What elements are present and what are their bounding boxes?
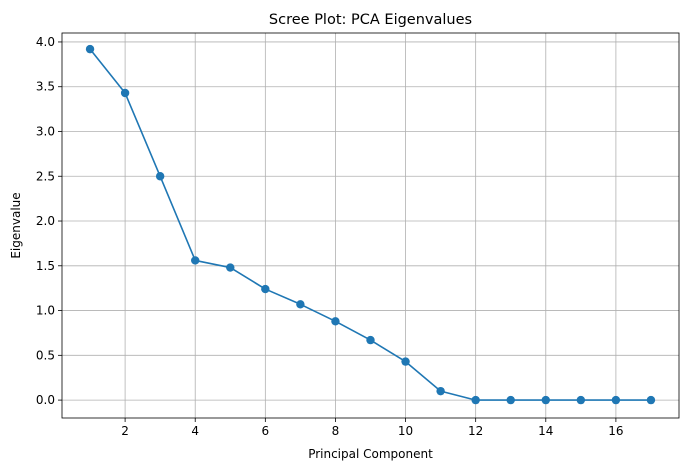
data-point [576, 395, 586, 405]
data-point [436, 386, 445, 396]
data-point [611, 395, 621, 405]
data-point [506, 395, 515, 405]
data-point [401, 357, 410, 366]
y-tick-label: 0.5 [36, 348, 55, 362]
data-point [261, 284, 270, 294]
y-tick-label: 1.5 [36, 259, 55, 273]
data-point [296, 300, 305, 309]
x-axis-label: Principal Component [308, 447, 433, 461]
x-tick-label: 6 [262, 424, 270, 438]
y-tick-label: 0.0 [36, 393, 55, 407]
data-point [155, 172, 165, 181]
data-point [191, 256, 200, 265]
y-tick-label: 3.0 [36, 124, 55, 138]
data-series [85, 44, 656, 405]
x-tick-label: 14 [538, 424, 553, 438]
x-axis-ticks: 2 4 6 8 10 12 14 16 [121, 418, 624, 438]
data-point [646, 395, 656, 405]
y-tick-label: 3.5 [36, 80, 55, 94]
y-axis-label: Eigenvalue [9, 192, 23, 258]
data-point [331, 317, 340, 326]
x-tick-label: 2 [121, 424, 129, 438]
y-tick-label: 2.0 [36, 214, 55, 228]
data-point [541, 395, 550, 405]
data-point [366, 335, 375, 345]
data-point [85, 44, 95, 54]
chart-title: Scree Plot: PCA Eigenvalues [269, 12, 472, 28]
x-tick-label: 10 [398, 424, 413, 438]
y-tick-label: 4.0 [36, 35, 55, 49]
data-point [226, 263, 235, 272]
data-point [120, 88, 130, 98]
y-tick-label: 2.5 [36, 169, 55, 183]
data-point [471, 395, 480, 405]
x-tick-label: 4 [191, 424, 199, 438]
x-tick-label: 8 [332, 424, 340, 438]
x-tick-label: 12 [468, 424, 483, 438]
x-tick-label: 16 [608, 424, 623, 438]
y-tick-label: 1.0 [36, 304, 55, 318]
y-axis-ticks: 0.0 0.5 1.0 1.5 2.0 2.5 3.0 3.5 4.0 [36, 35, 62, 407]
plot-frame [61, 32, 680, 419]
grid [62, 33, 679, 418]
